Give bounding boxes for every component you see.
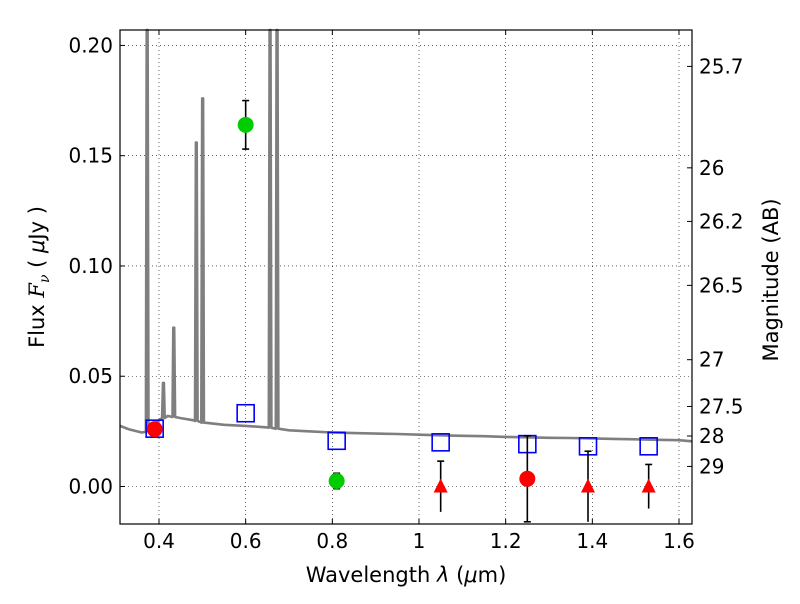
x-tick-label: 1.2 [490, 529, 522, 553]
upper-limit-marker [641, 478, 656, 493]
detection-marker [146, 421, 163, 438]
model-photometry-marker [431, 433, 450, 452]
magnitude-tick-label: 25.7 [699, 54, 744, 78]
y-axis-label: Flux Fν ( μJy ) [25, 206, 53, 348]
model-photometry-marker [639, 437, 658, 456]
magnitude-tick-label: 26.2 [699, 209, 744, 233]
y-tick-label: 0.20 [68, 33, 113, 57]
detection-marker [237, 116, 254, 133]
x-axis-label: Wavelength λ (μm) [306, 563, 507, 587]
magnitude-tick-label: 27.5 [699, 394, 744, 418]
x-tick-label: 1 [413, 529, 426, 553]
axis-ticks: 0.4 0.6 0.8 1 1.2 1.4 1.6 0.00 0.05 0.10 0.15 0.20 2… [68, 30, 744, 553]
model-spectrum-line [119, 28, 693, 443]
data-markers [145, 99, 658, 523]
model-spectrum [119, 28, 693, 443]
model-photometry-marker [327, 431, 346, 451]
x-tick-label: 1.6 [663, 529, 695, 553]
model-photometry-marker [236, 403, 255, 423]
magnitude-tick-label: 27 [699, 348, 724, 372]
x-tick-label: 0.8 [316, 529, 348, 553]
magnitude-tick-label: 26.5 [699, 273, 744, 297]
detection-marker [519, 470, 536, 487]
upper-limit-marker [433, 478, 448, 493]
x-tick-label: 0.4 [143, 529, 175, 553]
detection-marker [328, 472, 345, 489]
x-tick-label: 1.4 [576, 529, 608, 553]
x-tick-label: 0.6 [230, 529, 262, 553]
y-tick-label: 0.00 [68, 475, 113, 499]
y-tick-label: 0.10 [68, 254, 113, 278]
y-tick-label: 0.05 [68, 364, 113, 388]
upper-limit-marker [581, 478, 595, 493]
grid-lines [120, 30, 692, 524]
y-axis-label-right: Magnitude (AB) [759, 198, 783, 361]
y-tick-label: 0.15 [68, 144, 113, 168]
magnitude-tick-label: 28 [699, 424, 724, 448]
magnitude-tick-label: 29 [699, 454, 724, 478]
plot-frame [119, 29, 693, 525]
magnitude-tick-label: 26 [699, 156, 724, 180]
